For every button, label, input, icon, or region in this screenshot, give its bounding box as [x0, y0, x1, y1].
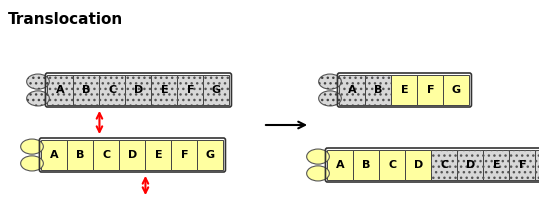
- Bar: [171, 140, 197, 170]
- Bar: [535, 150, 539, 180]
- Text: D: D: [414, 160, 423, 170]
- Bar: [444, 75, 469, 105]
- Bar: [151, 75, 177, 105]
- Bar: [126, 75, 151, 105]
- Text: G: G: [212, 85, 221, 95]
- Bar: [151, 75, 177, 105]
- Bar: [197, 140, 224, 170]
- Bar: [203, 75, 230, 105]
- Bar: [458, 150, 483, 180]
- Ellipse shape: [307, 149, 329, 164]
- Bar: [93, 140, 120, 170]
- Text: B: B: [362, 160, 371, 170]
- Bar: [100, 75, 126, 105]
- Bar: [431, 150, 458, 180]
- Ellipse shape: [26, 74, 50, 89]
- Text: F: F: [427, 85, 434, 95]
- Text: C: C: [108, 85, 116, 95]
- Bar: [379, 150, 405, 180]
- Bar: [42, 140, 67, 170]
- Ellipse shape: [319, 74, 341, 89]
- Bar: [146, 140, 171, 170]
- Text: E: E: [155, 150, 162, 160]
- Bar: [509, 150, 535, 180]
- Text: A: A: [56, 85, 65, 95]
- Bar: [47, 75, 73, 105]
- Text: G: G: [452, 85, 461, 95]
- Text: A: A: [50, 150, 59, 160]
- Text: F: F: [186, 85, 194, 95]
- Bar: [431, 150, 458, 180]
- Text: C: C: [389, 160, 397, 170]
- Bar: [177, 75, 203, 105]
- Bar: [73, 75, 100, 105]
- Bar: [340, 75, 365, 105]
- Text: D: D: [128, 150, 137, 160]
- Bar: [340, 75, 365, 105]
- Bar: [535, 150, 539, 180]
- Bar: [417, 75, 444, 105]
- Text: C: C: [440, 160, 448, 170]
- Ellipse shape: [319, 91, 341, 106]
- Ellipse shape: [20, 139, 43, 154]
- Bar: [120, 140, 146, 170]
- Bar: [73, 75, 100, 105]
- Bar: [67, 140, 93, 170]
- Bar: [483, 150, 509, 180]
- Bar: [391, 75, 417, 105]
- Text: E: E: [400, 85, 408, 95]
- Bar: [203, 75, 230, 105]
- Bar: [354, 150, 379, 180]
- Bar: [177, 75, 203, 105]
- Bar: [458, 150, 483, 180]
- Text: Translocation: Translocation: [8, 12, 123, 27]
- Text: E: E: [161, 85, 168, 95]
- Text: D: D: [466, 160, 475, 170]
- Bar: [509, 150, 535, 180]
- Text: F: F: [519, 160, 526, 170]
- Text: B: B: [374, 85, 383, 95]
- Text: A: A: [348, 85, 357, 95]
- Bar: [126, 75, 151, 105]
- Text: B: B: [76, 150, 85, 160]
- Bar: [405, 150, 431, 180]
- Bar: [365, 75, 391, 105]
- Text: E: E: [493, 160, 500, 170]
- Ellipse shape: [307, 166, 329, 181]
- Bar: [483, 150, 509, 180]
- Bar: [328, 150, 354, 180]
- Bar: [365, 75, 391, 105]
- Text: G: G: [206, 150, 215, 160]
- Text: A: A: [336, 160, 345, 170]
- Text: F: F: [181, 150, 188, 160]
- Bar: [47, 75, 73, 105]
- Bar: [100, 75, 126, 105]
- Text: C: C: [102, 150, 110, 160]
- Text: D: D: [134, 85, 143, 95]
- Ellipse shape: [20, 156, 43, 171]
- Text: B: B: [82, 85, 91, 95]
- Ellipse shape: [26, 91, 50, 106]
